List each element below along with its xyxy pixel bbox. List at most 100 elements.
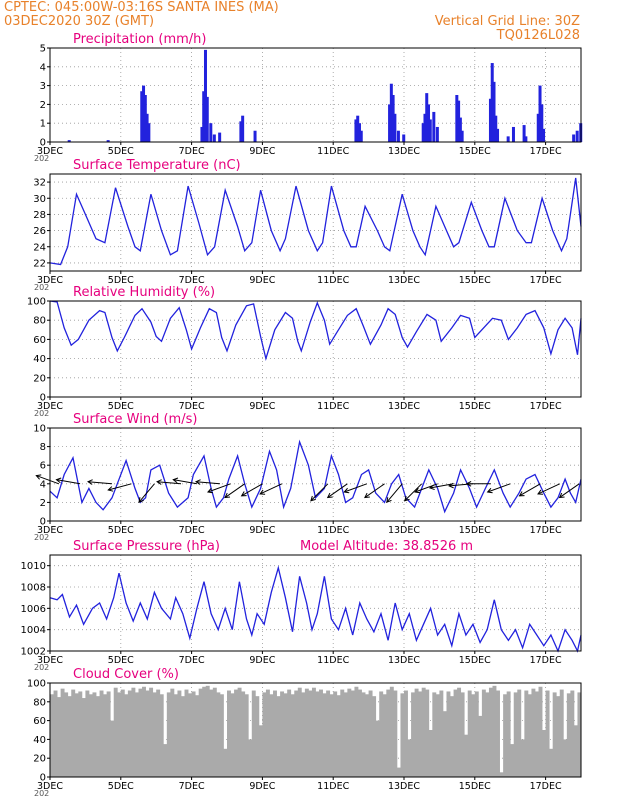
cloud-bar <box>184 689 189 777</box>
temp-title: Surface Temperature (nC) <box>73 158 241 173</box>
rh-ytick-label: 60 <box>33 335 46 346</box>
cloud-bar <box>287 689 292 777</box>
cloud-bar <box>177 690 182 777</box>
precip-bar <box>423 113 427 142</box>
precip-bar <box>496 128 500 142</box>
cloud-bar <box>365 694 369 777</box>
cloud-bar <box>92 692 97 777</box>
precip-xtick-label: 7DEC <box>179 146 205 157</box>
rh-title: Relative Humidity (%) <box>73 285 215 300</box>
precip-bar <box>357 123 361 142</box>
cloud-bar <box>361 692 366 777</box>
wind-vector <box>157 481 182 485</box>
cloud-bar <box>67 696 72 777</box>
cloud-bar <box>53 690 58 777</box>
precip-bar <box>432 111 436 142</box>
temp-corner-label: 202 <box>34 283 49 292</box>
precip-xtick-label: 15DEC <box>459 146 491 157</box>
precip-bar <box>241 115 245 142</box>
wind-vector <box>404 483 423 502</box>
temp-xtick-label: 9DEC <box>249 275 275 286</box>
wind-vector-head <box>259 489 266 495</box>
wind-xtick-label: 15DEC <box>459 525 491 536</box>
cloud-bar <box>248 739 253 777</box>
rh-xtick-label: 3DEC <box>37 401 63 412</box>
cloud-bar <box>106 691 111 777</box>
wind-ytick-label: 0 <box>40 517 46 528</box>
precip-bar <box>253 130 257 142</box>
cloud-bar <box>559 689 564 777</box>
cloud-bar <box>467 690 472 777</box>
temp-frame <box>49 173 582 272</box>
cloud-bar <box>315 691 320 777</box>
rh-xtick-label: 13DEC <box>388 401 420 412</box>
cloud-bar <box>297 687 302 777</box>
cloud-bar <box>329 694 334 777</box>
cloud-xtick-label: 7DEC <box>179 781 205 792</box>
wind-ytick-label: 2 <box>40 498 46 509</box>
precip-bar <box>511 126 515 142</box>
precip-bar <box>494 115 498 142</box>
cloud-bar <box>425 689 430 777</box>
cloud-bar <box>156 689 161 777</box>
wind-frame <box>49 427 582 522</box>
cloud-bar <box>311 687 316 777</box>
cloud-ytick-label: 60 <box>33 716 46 727</box>
cloud-bar <box>382 694 387 777</box>
cloud-bar <box>262 692 267 777</box>
rh-ytick-label: 40 <box>33 354 46 365</box>
pressure-xtick-label: 11DEC <box>317 655 349 666</box>
cloud-bar <box>134 692 139 777</box>
cloud-bar <box>251 690 256 777</box>
wind-vector-head <box>240 491 247 497</box>
wind-vector <box>310 483 329 502</box>
cloud-bar <box>474 691 479 777</box>
cloud-bar <box>237 687 242 777</box>
precip-bar <box>524 136 528 142</box>
precip-bar <box>457 100 461 142</box>
pressure-annotation: Model Altitude: 38.8526 m <box>300 539 473 554</box>
cloud-bar <box>393 690 398 777</box>
precip-bar <box>106 140 110 142</box>
cloud-bar <box>577 692 582 777</box>
temp-xtick-label: 5DEC <box>108 275 134 286</box>
precip-bar <box>389 83 393 142</box>
wind-vector <box>414 483 438 493</box>
cloud-bar <box>244 694 249 777</box>
precip-bar <box>425 93 429 142</box>
wind-vector-head <box>428 484 435 491</box>
precip-bar <box>147 123 151 142</box>
wind-vector-head <box>326 492 333 499</box>
cloud-bar <box>400 693 405 777</box>
cloud-bar <box>368 690 373 777</box>
cloud-bar <box>556 696 561 777</box>
cloud-bar <box>142 686 146 777</box>
temp-ytick-label: 22 <box>33 258 46 269</box>
wind-vector-head <box>224 492 231 499</box>
cloud-bar <box>209 689 214 777</box>
precip-bar <box>359 130 363 142</box>
wind-vector-head <box>156 479 162 485</box>
cloud-bar <box>534 691 539 777</box>
wind-vector-head <box>364 492 370 499</box>
cloud-bar <box>439 690 444 777</box>
cloud-bar <box>460 692 465 777</box>
cloud-bar <box>333 691 338 777</box>
temp-xtick-label: 13DEC <box>388 275 420 286</box>
cloud-bar <box>191 691 196 777</box>
cloud-bar <box>138 688 143 777</box>
temp-ytick-label: 32 <box>33 178 46 189</box>
wind-vector-head <box>138 497 144 503</box>
wind-vector <box>108 483 132 491</box>
precip-bar <box>506 136 510 142</box>
cloud-bar <box>485 692 490 777</box>
cloud-bar <box>230 693 235 777</box>
precip-bar <box>522 125 526 142</box>
wind-vector <box>344 483 368 493</box>
cloud-bar <box>411 692 416 777</box>
cloud-bar <box>85 690 90 777</box>
cloud-bar <box>81 698 86 777</box>
wind-vector-head <box>172 477 179 484</box>
cloud-bar <box>163 744 168 777</box>
